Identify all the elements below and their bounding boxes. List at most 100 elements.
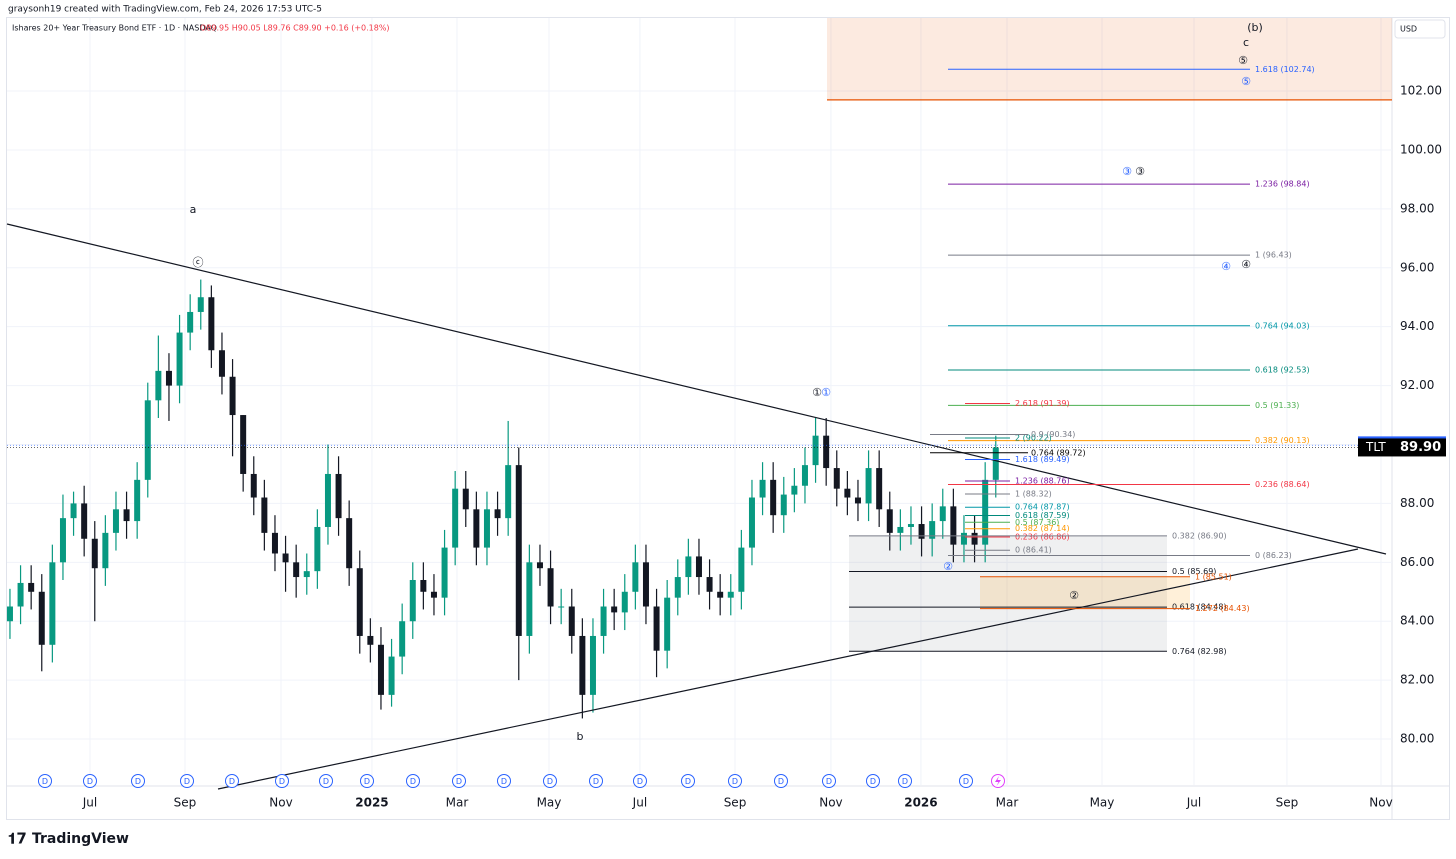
dividend[interactable]: D <box>497 774 511 788</box>
x-tick-label: Mar <box>996 796 1019 810</box>
dividend-circle[interactable] <box>406 774 420 788</box>
dividend-circle[interactable] <box>822 774 836 788</box>
dividend-circle[interactable] <box>543 774 557 788</box>
wave-label: ③ <box>1122 165 1132 178</box>
dividend-circle[interactable] <box>959 774 973 788</box>
candle-body <box>971 532 978 545</box>
dividend-circle[interactable] <box>225 774 239 788</box>
dividend-label[interactable]: D <box>870 777 876 786</box>
dividend[interactable]: D <box>681 774 695 788</box>
candle-body <box>960 532 967 545</box>
dividend-label[interactable]: D <box>501 777 507 786</box>
event-icon[interactable] <box>995 776 1001 786</box>
y-tick-label: 86.00 <box>1400 555 1434 569</box>
dividend[interactable]: D <box>898 774 912 788</box>
dividend-circle[interactable] <box>131 774 145 788</box>
dividend-label[interactable]: D <box>229 777 235 786</box>
candle-body <box>59 518 66 563</box>
x-tick-label: Nov <box>1369 796 1392 810</box>
fib-label: 1.618 (102.74) <box>1255 65 1315 74</box>
ohlc: O89.95 H90.05 L89.76 C89.90 +0.16 (+0.18… <box>200 24 390 33</box>
dividend[interactable]: D <box>360 774 374 788</box>
dividend-label[interactable]: D <box>902 777 908 786</box>
x-tick-label: Jul <box>82 796 97 810</box>
dividend[interactable]: D <box>452 774 466 788</box>
dividend[interactable]: D <box>180 774 194 788</box>
dividend-label[interactable]: D <box>410 777 416 786</box>
dividend-label[interactable]: D <box>456 777 462 786</box>
dividend-circle[interactable] <box>774 774 788 788</box>
dividend-label[interactable]: D <box>732 777 738 786</box>
dividend[interactable]: D <box>589 774 603 788</box>
event-flash[interactable] <box>991 774 1005 788</box>
candle-body <box>70 503 77 519</box>
dividend-circle[interactable] <box>728 774 742 788</box>
dividend-circle[interactable] <box>452 774 466 788</box>
dividend-circle[interactable] <box>898 774 912 788</box>
dividend[interactable]: D <box>225 774 239 788</box>
dividend-label[interactable]: D <box>963 777 969 786</box>
dividend[interactable]: D <box>633 774 647 788</box>
dividend[interactable]: D <box>319 774 333 788</box>
price-tag-value: 89.90 <box>1400 440 1441 455</box>
candle-body <box>91 538 98 569</box>
dividend-circle[interactable] <box>38 774 52 788</box>
dividend-circle[interactable] <box>83 774 97 788</box>
frame <box>6 17 1450 820</box>
candle-body <box>49 562 56 645</box>
candle-body <box>568 606 575 636</box>
dividend-label[interactable]: D <box>593 777 599 786</box>
dividend-circle[interactable] <box>633 774 647 788</box>
currency[interactable]: USD <box>1400 25 1417 34</box>
x-tick-label: 2025 <box>355 796 388 810</box>
dividend-label[interactable]: D <box>685 777 691 786</box>
y-tick-label: 102.00 <box>1400 84 1442 98</box>
dividend[interactable]: D <box>822 774 836 788</box>
dividend[interactable]: D <box>866 774 880 788</box>
dividend-label[interactable]: D <box>637 777 643 786</box>
candle-body <box>642 562 649 607</box>
logo-text: TradingView <box>32 831 129 847</box>
dividend-label[interactable]: D <box>323 777 329 786</box>
dividend-label[interactable]: D <box>42 777 48 786</box>
dividend-label[interactable]: D <box>279 777 285 786</box>
target-zone <box>827 18 1392 100</box>
dividend-circle[interactable] <box>681 774 695 788</box>
dividend-label[interactable]: D <box>826 777 832 786</box>
x-tick-label: Sep <box>1276 796 1299 810</box>
dividend-label[interactable]: D <box>87 777 93 786</box>
dividend-circle[interactable] <box>275 774 289 788</box>
dividend[interactable]: D <box>406 774 420 788</box>
fib-label: 0.764 (82.98) <box>1172 647 1227 656</box>
dividend-label[interactable]: D <box>364 777 370 786</box>
dividend-circle[interactable] <box>319 774 333 788</box>
dividend-circle[interactable] <box>360 774 374 788</box>
dividend-circle[interactable] <box>497 774 511 788</box>
dividend[interactable]: D <box>83 774 97 788</box>
dividend-circle[interactable] <box>589 774 603 788</box>
y-tick-label: 88.00 <box>1400 496 1434 510</box>
candle-body <box>770 479 777 516</box>
dividend-circle[interactable] <box>180 774 194 788</box>
dividend-label[interactable]: D <box>778 777 784 786</box>
candle-body <box>854 497 861 504</box>
dividend-label[interactable]: D <box>135 777 141 786</box>
dividend[interactable]: D <box>38 774 52 788</box>
dividend[interactable]: D <box>959 774 973 788</box>
dividend[interactable]: D <box>728 774 742 788</box>
fib-label: 0.382 (86.90) <box>1172 531 1227 540</box>
dividend-circle[interactable] <box>866 774 880 788</box>
dividend[interactable]: D <box>131 774 145 788</box>
candle-body <box>293 562 300 578</box>
x-tick-label: May <box>1090 796 1115 810</box>
currency-box[interactable] <box>1394 19 1446 39</box>
y-tick-label: 96.00 <box>1400 260 1434 274</box>
dividend-label[interactable]: D <box>184 777 190 786</box>
wave-label: ① <box>821 386 831 399</box>
candle-body <box>473 509 480 548</box>
candle-body <box>271 532 278 554</box>
dividend[interactable]: D <box>543 774 557 788</box>
dividend-label[interactable]: D <box>547 777 553 786</box>
dividend[interactable]: D <box>774 774 788 788</box>
dividend[interactable]: D <box>275 774 289 788</box>
